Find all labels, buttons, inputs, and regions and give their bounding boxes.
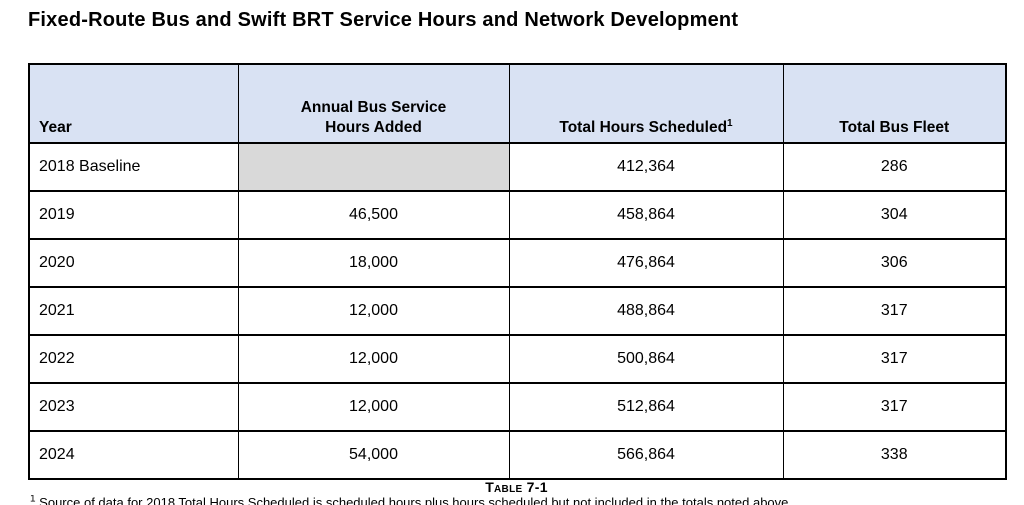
year-cell: 2020 [28, 238, 239, 288]
header-hours-added-line1: Annual Bus Service [300, 99, 447, 117]
table-head: Year Annual Bus Service Hours Added Total… [28, 63, 1007, 144]
hours-added-cell: 18,000 [237, 238, 510, 288]
fleet-cell: 317 [782, 334, 1007, 384]
hours-added-cell: 12,000 [237, 286, 510, 336]
header-fleet: Total Bus Fleet [782, 63, 1007, 144]
page-title: Fixed-Route Bus and Swift BRT Service Ho… [28, 9, 739, 31]
hours-added-cell: 12,000 [237, 382, 510, 432]
table-row: 2021 12,000 488,864 317 [28, 286, 1007, 336]
footnote-text: Source of data for 2018 Total Hours Sche… [35, 495, 789, 505]
year-cell: 2021 [28, 286, 239, 336]
header-hours-added-line2: Hours Added [325, 118, 422, 136]
hours-added-cell-shaded [237, 142, 510, 192]
total-hours-cell: 512,864 [508, 382, 784, 432]
table-row: 2020 18,000 476,864 306 [28, 238, 1007, 288]
footnote-marker: 1 [30, 495, 36, 505]
total-hours-cell: 500,864 [508, 334, 784, 384]
footnote: 1 Source of data for 2018 Total Hours Sc… [30, 495, 1015, 505]
header-total-hours: Total Hours Scheduled1 [508, 63, 784, 144]
header-hours-added: Annual Bus Service Hours Added [237, 63, 510, 144]
fleet-cell: 286 [782, 142, 1007, 192]
hours-added-cell: 54,000 [237, 430, 510, 480]
total-hours-cell: 488,864 [508, 286, 784, 336]
hours-added-cell: 46,500 [237, 190, 510, 240]
year-cell: 2018 Baseline [28, 142, 239, 192]
total-hours-cell: 566,864 [508, 430, 784, 480]
footnote-marker-superscript: 1 [727, 117, 733, 129]
header-total-hours-label: Total Hours Scheduled [559, 118, 728, 136]
hours-added-cell: 12,000 [237, 334, 510, 384]
fleet-cell: 317 [782, 382, 1007, 432]
total-hours-cell: 412,364 [508, 142, 784, 192]
table-caption: Table 7-1 [485, 479, 548, 495]
fleet-cell: 306 [782, 238, 1007, 288]
fleet-cell: 304 [782, 190, 1007, 240]
table-row: 2023 12,000 512,864 317 [28, 382, 1007, 432]
table-row: 2018 Baseline 412,364 286 [28, 142, 1007, 192]
table-row: 2019 46,500 458,864 304 [28, 190, 1007, 240]
fleet-cell: 317 [782, 286, 1007, 336]
fleet-cell: 338 [782, 430, 1007, 480]
table-body: 2018 Baseline 412,364 286 2019 46,500 45… [28, 142, 1007, 480]
year-cell: 2022 [28, 334, 239, 384]
table-header-row: Year Annual Bus Service Hours Added Total… [28, 63, 1007, 144]
year-cell: 2023 [28, 382, 239, 432]
total-hours-cell: 476,864 [508, 238, 784, 288]
total-hours-cell: 458,864 [508, 190, 784, 240]
header-year: Year [28, 63, 239, 144]
year-cell: 2024 [28, 430, 239, 480]
year-cell: 2019 [28, 190, 239, 240]
table-row: 2022 12,000 500,864 317 [28, 334, 1007, 384]
service-hours-table: Year Annual Bus Service Hours Added Total… [28, 63, 1007, 480]
table-row: 2024 54,000 566,864 338 [28, 430, 1007, 480]
